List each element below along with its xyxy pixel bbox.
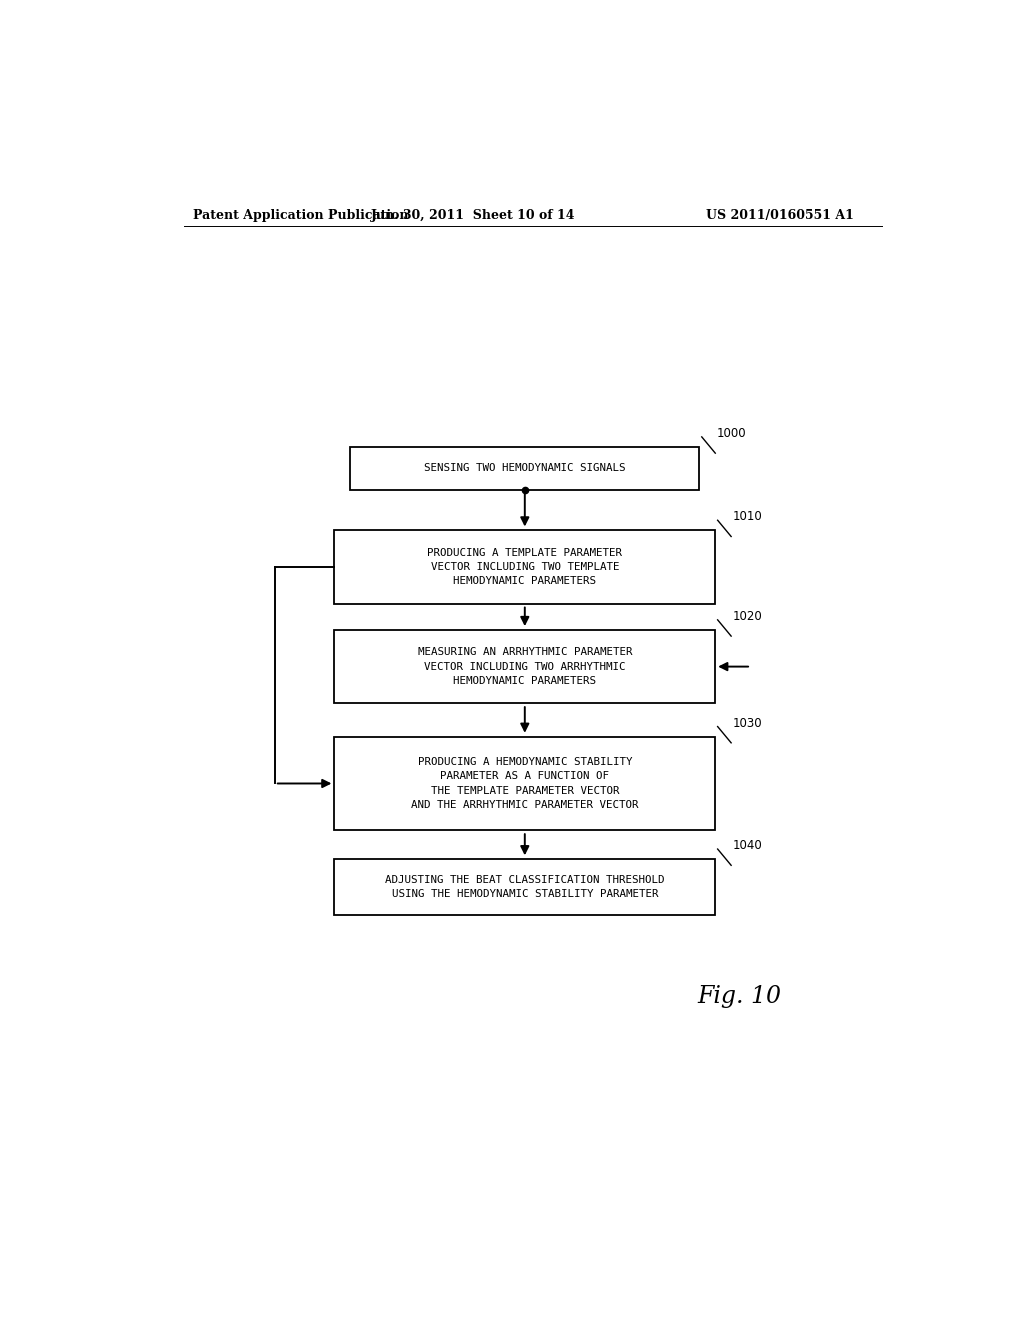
Bar <box>334 531 715 603</box>
Text: PRODUCING A HEMODYNAMIC STABILITY
PARAMETER AS A FUNCTION OF
THE TEMPLATE PARAME: PRODUCING A HEMODYNAMIC STABILITY PARAME… <box>411 756 639 810</box>
Bar <box>334 859 715 915</box>
Text: Patent Application Publication: Patent Application Publication <box>194 209 409 222</box>
Text: 1040: 1040 <box>733 840 763 853</box>
Text: MEASURING AN ARRHYTHMIC PARAMETER
VECTOR INCLUDING TWO ARRHYTHMIC
HEMODYNAMIC PA: MEASURING AN ARRHYTHMIC PARAMETER VECTOR… <box>418 647 632 686</box>
Text: ADJUSTING THE BEAT CLASSIFICATION THRESHOLD
USING THE HEMODYNAMIC STABILITY PARA: ADJUSTING THE BEAT CLASSIFICATION THRESH… <box>385 875 665 899</box>
Text: SENSING TWO HEMODYNAMIC SIGNALS: SENSING TWO HEMODYNAMIC SIGNALS <box>424 463 626 474</box>
Text: 1020: 1020 <box>733 610 763 623</box>
Text: Jun. 30, 2011  Sheet 10 of 14: Jun. 30, 2011 Sheet 10 of 14 <box>371 209 575 222</box>
Text: Fig. 10: Fig. 10 <box>697 986 781 1008</box>
Text: PRODUCING A TEMPLATE PARAMETER
VECTOR INCLUDING TWO TEMPLATE
HEMODYNAMIC PARAMET: PRODUCING A TEMPLATE PARAMETER VECTOR IN… <box>427 548 623 586</box>
Text: 1030: 1030 <box>733 717 762 730</box>
Bar <box>334 630 715 704</box>
Bar <box>350 447 699 490</box>
Text: US 2011/0160551 A1: US 2011/0160551 A1 <box>707 209 854 222</box>
Bar <box>334 737 715 830</box>
Text: 1010: 1010 <box>733 511 763 523</box>
Text: 1000: 1000 <box>717 426 746 440</box>
